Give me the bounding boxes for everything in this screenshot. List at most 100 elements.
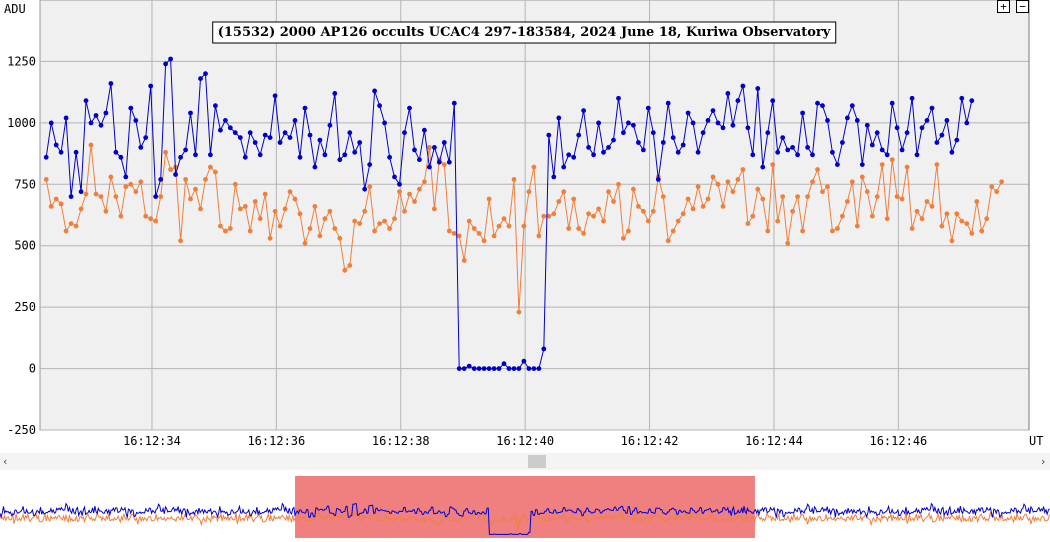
data-point bbox=[471, 366, 477, 371]
data-point bbox=[556, 115, 562, 121]
data-point bbox=[218, 127, 223, 133]
data-point bbox=[526, 366, 532, 371]
data-point bbox=[382, 120, 387, 126]
data-point bbox=[108, 81, 114, 86]
data-point bbox=[631, 186, 636, 192]
data-point bbox=[417, 186, 422, 192]
data-point bbox=[208, 164, 213, 170]
data-point bbox=[650, 130, 656, 136]
data-point bbox=[715, 181, 721, 187]
data-point bbox=[133, 118, 139, 123]
data-point bbox=[611, 199, 616, 204]
data-point bbox=[690, 120, 696, 126]
data-point bbox=[964, 120, 970, 126]
data-point bbox=[422, 127, 427, 133]
data-point bbox=[650, 208, 656, 214]
y-tick-label: 750 bbox=[14, 177, 36, 191]
y-axis-label: ADU bbox=[4, 2, 26, 16]
data-point bbox=[864, 122, 870, 128]
data-point bbox=[899, 147, 905, 153]
data-point bbox=[765, 130, 771, 136]
data-point bbox=[820, 189, 825, 195]
data-point bbox=[645, 218, 651, 224]
data-point bbox=[432, 145, 437, 150]
data-point bbox=[760, 164, 766, 170]
data-point bbox=[312, 204, 318, 209]
data-point bbox=[586, 145, 591, 150]
data-point bbox=[959, 218, 965, 224]
data-point bbox=[213, 103, 218, 109]
data-point bbox=[720, 204, 726, 209]
data-point bbox=[854, 118, 860, 123]
data-point bbox=[606, 145, 611, 150]
data-point bbox=[148, 216, 154, 222]
data-point bbox=[660, 140, 666, 145]
data-point bbox=[606, 189, 611, 195]
data-point bbox=[655, 177, 661, 182]
data-point bbox=[138, 179, 144, 185]
data-point bbox=[805, 145, 810, 150]
scrollbar-thumb bbox=[528, 455, 546, 468]
data-point bbox=[869, 213, 875, 219]
scroll-left-icon[interactable]: ‹ bbox=[3, 455, 8, 468]
data-point bbox=[780, 194, 786, 200]
data-point bbox=[327, 208, 333, 214]
data-point bbox=[611, 137, 616, 143]
data-point bbox=[466, 363, 472, 369]
data-point bbox=[566, 226, 572, 231]
data-point bbox=[845, 115, 850, 121]
data-point bbox=[740, 83, 746, 89]
data-point bbox=[277, 140, 283, 145]
data-point bbox=[551, 211, 557, 217]
data-point bbox=[874, 194, 880, 200]
data-point bbox=[675, 218, 681, 224]
data-point bbox=[899, 196, 905, 202]
data-point bbox=[63, 228, 69, 234]
data-point bbox=[670, 135, 676, 141]
data-point bbox=[481, 238, 487, 244]
data-point bbox=[626, 228, 631, 234]
horizontal-scrollbar[interactable] bbox=[0, 453, 1050, 470]
data-point bbox=[417, 157, 422, 163]
data-point bbox=[641, 147, 646, 153]
data-point bbox=[252, 199, 258, 204]
zoom-out-button[interactable]: − bbox=[1016, 0, 1029, 13]
data-point bbox=[775, 218, 781, 224]
data-point bbox=[257, 216, 263, 222]
data-point bbox=[616, 95, 621, 101]
data-point bbox=[456, 366, 462, 371]
data-point bbox=[825, 184, 830, 190]
data-point bbox=[267, 135, 273, 141]
data-point bbox=[884, 152, 890, 158]
scroll-right-icon[interactable]: › bbox=[1041, 455, 1046, 468]
overview-navigator[interactable] bbox=[0, 476, 1050, 538]
y-tick-label: 0 bbox=[29, 362, 36, 376]
data-point bbox=[730, 189, 736, 195]
data-point bbox=[859, 174, 865, 180]
data-point bbox=[183, 177, 189, 182]
data-point bbox=[352, 149, 358, 155]
data-point bbox=[372, 88, 377, 94]
data-point bbox=[282, 206, 288, 212]
data-point bbox=[526, 189, 532, 195]
data-point bbox=[710, 108, 716, 113]
data-point bbox=[889, 100, 895, 106]
data-point bbox=[272, 208, 278, 214]
data-point bbox=[989, 184, 995, 190]
y-tick-label: -250 bbox=[7, 423, 36, 437]
data-point bbox=[441, 140, 447, 145]
data-point bbox=[765, 228, 771, 234]
data-point bbox=[680, 211, 686, 217]
data-point bbox=[287, 189, 293, 195]
plot-area bbox=[39, 0, 1030, 431]
data-point bbox=[949, 149, 955, 155]
data-point bbox=[879, 162, 885, 168]
data-point bbox=[486, 196, 492, 202]
data-point bbox=[83, 98, 89, 104]
data-point bbox=[775, 149, 781, 155]
data-point bbox=[740, 167, 746, 172]
zoom-in-button[interactable]: + bbox=[997, 0, 1010, 13]
data-point bbox=[113, 149, 119, 155]
data-point bbox=[506, 366, 512, 371]
overview-series-line bbox=[0, 502, 1050, 535]
